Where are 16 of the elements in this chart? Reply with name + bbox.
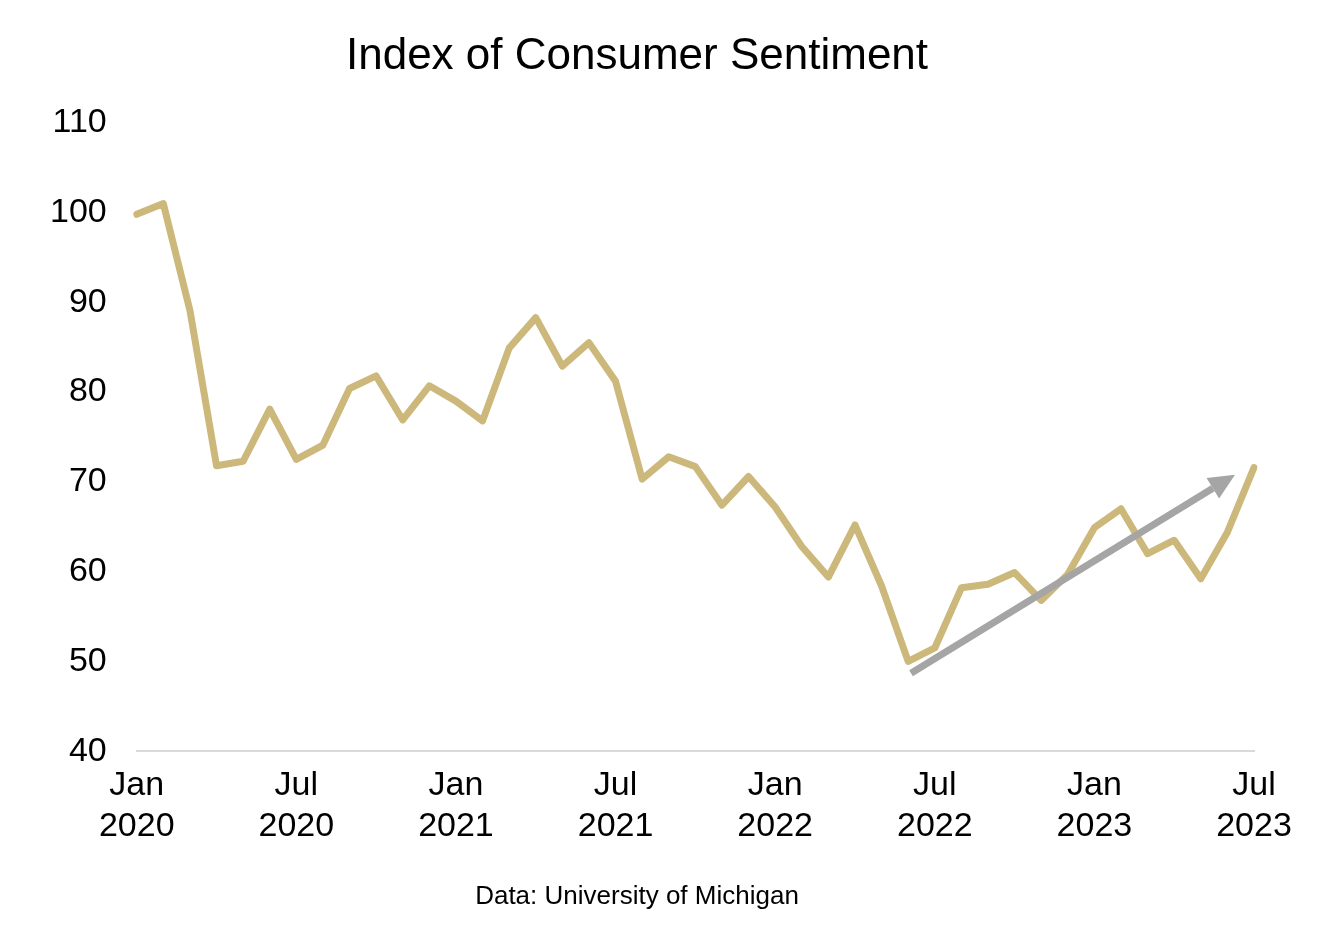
- chart-title: Index of Consumer Sentiment: [345, 28, 929, 78]
- x-tick-label: Jul 2021: [577, 763, 654, 843]
- y-tick-label: 90: [68, 280, 107, 319]
- text: Data: University of Michigan: [475, 879, 799, 910]
- x-tick-label: Jan 2023: [1056, 763, 1133, 843]
- x-tick-label: Jul 2020: [258, 763, 335, 843]
- x-tick-label: Jan 2021: [418, 763, 494, 843]
- y-tick-label: 110: [52, 101, 107, 140]
- y-tick-label: 50: [68, 639, 107, 678]
- y-tick-label: 80: [68, 370, 107, 409]
- x-tick-label: Jul 2023: [1216, 763, 1292, 843]
- y-tick-label: 70: [68, 460, 107, 499]
- x-tick-label: Jul 2022: [896, 763, 973, 843]
- y-tick-label: 100: [49, 190, 107, 229]
- y-tick-label: 60: [68, 550, 107, 589]
- x-tick-label: Jan 2022: [737, 763, 813, 843]
